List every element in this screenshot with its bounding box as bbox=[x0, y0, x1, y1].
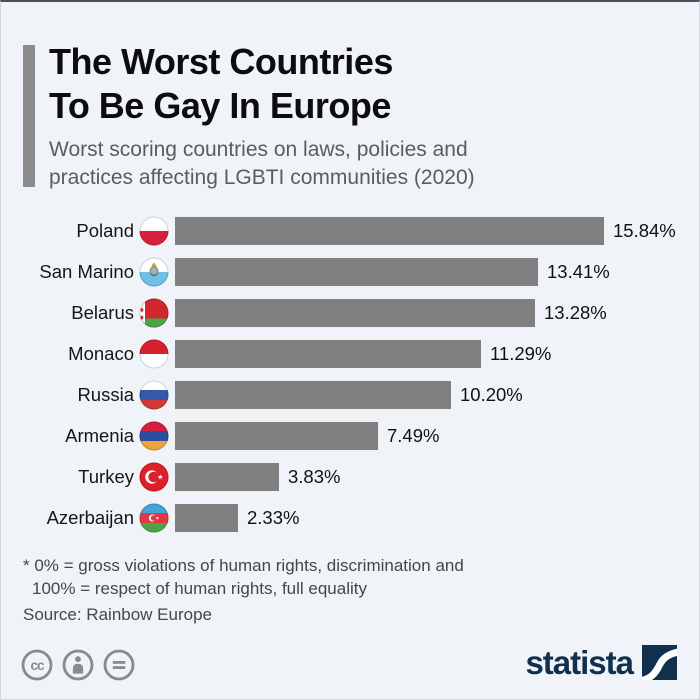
bar-azerbaijan bbox=[175, 503, 238, 532]
country-label: Russia bbox=[77, 383, 134, 405]
statista-logo-icon bbox=[642, 645, 677, 680]
title-accent-bar bbox=[23, 45, 35, 187]
license-icons: cc bbox=[20, 648, 136, 682]
armenia-flag-icon bbox=[139, 421, 169, 451]
country-label: Turkey bbox=[78, 465, 134, 487]
chart-row: Poland 15.84% bbox=[23, 210, 679, 251]
title-line-1: The Worst Countries bbox=[49, 41, 393, 82]
footnote: * 0% = gross violations of human rights,… bbox=[23, 554, 464, 600]
value-label: 7.49% bbox=[387, 424, 440, 446]
poland-flag-icon bbox=[139, 216, 169, 246]
turkey-flag-icon bbox=[139, 462, 169, 492]
monaco-flag-icon bbox=[139, 339, 169, 369]
bar-russia bbox=[175, 380, 451, 409]
chart-row: San Marino 13.41% bbox=[23, 251, 679, 292]
subtitle-line-1: Worst scoring countries on laws, policie… bbox=[49, 138, 468, 161]
equals-icon bbox=[102, 648, 136, 682]
chart-row: Monaco 11.29% bbox=[23, 333, 679, 374]
statista-brand: statista bbox=[525, 645, 677, 680]
chart-row: Russia 10.20% bbox=[23, 374, 679, 415]
value-label: 13.41% bbox=[547, 260, 610, 282]
footnote-line-2: 100% = respect of human rights, full equ… bbox=[32, 579, 367, 598]
bar-chart: Poland 15.84% San Marino 13.41% Belarus 13.28… bbox=[23, 210, 679, 538]
footnote-line-1: * 0% = gross violations of human rights,… bbox=[23, 556, 464, 575]
value-label: 3.83% bbox=[288, 465, 341, 487]
attribution-person-icon bbox=[61, 648, 95, 682]
chart-row: Azerbaijan 2.33% bbox=[23, 497, 679, 538]
san-marino-flag-icon bbox=[139, 257, 169, 287]
statista-wordmark: statista bbox=[525, 644, 634, 681]
country-label: Belarus bbox=[71, 301, 134, 323]
country-label: San Marino bbox=[39, 260, 134, 282]
bar-monaco bbox=[175, 339, 481, 368]
bar-san-marino bbox=[175, 257, 538, 286]
country-label: Armenia bbox=[65, 424, 134, 446]
bar-turkey bbox=[175, 462, 279, 491]
title-line-2: To Be Gay In Europe bbox=[49, 85, 391, 126]
cc-icon: cc bbox=[20, 648, 54, 682]
chart-row: Armenia 7.49% bbox=[23, 415, 679, 456]
page-subtitle: Worst scoring countries on laws, policie… bbox=[49, 136, 475, 192]
country-label: Poland bbox=[76, 219, 134, 241]
chart-row: Belarus 13.28% bbox=[23, 292, 679, 333]
value-label: 13.28% bbox=[544, 301, 607, 323]
svg-text:cc: cc bbox=[30, 658, 45, 673]
country-label: Monaco bbox=[68, 342, 134, 364]
value-label: 15.84% bbox=[613, 219, 676, 241]
bar-belarus bbox=[175, 298, 535, 327]
russia-flag-icon bbox=[139, 380, 169, 410]
subtitle-line-2: practices affecting LGBTI communities (2… bbox=[49, 166, 475, 189]
bar-poland bbox=[175, 216, 604, 245]
page-title: The Worst Countries To Be Gay In Europe bbox=[49, 40, 393, 128]
belarus-flag-icon bbox=[139, 298, 169, 328]
bar-armenia bbox=[175, 421, 378, 450]
chart-row: Turkey 3.83% bbox=[23, 456, 679, 497]
source-line: Source: Rainbow Europe bbox=[23, 605, 213, 624]
azerbaijan-flag-icon bbox=[139, 503, 169, 533]
value-label: 11.29% bbox=[490, 342, 552, 364]
value-label: 10.20% bbox=[460, 383, 523, 405]
country-label: Azerbaijan bbox=[46, 506, 134, 528]
value-label: 2.33% bbox=[247, 506, 300, 528]
